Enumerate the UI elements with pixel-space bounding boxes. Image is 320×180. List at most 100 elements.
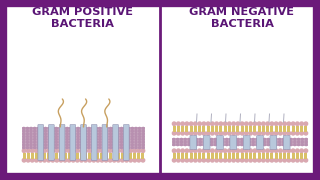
Circle shape <box>129 159 132 162</box>
Circle shape <box>66 144 68 146</box>
Circle shape <box>117 133 119 135</box>
Circle shape <box>113 144 115 146</box>
Circle shape <box>184 144 186 146</box>
Circle shape <box>95 138 97 140</box>
Circle shape <box>48 130 50 132</box>
Circle shape <box>35 149 38 152</box>
Circle shape <box>253 159 257 162</box>
Bar <box>279 152 282 156</box>
Circle shape <box>133 149 137 152</box>
Circle shape <box>92 149 95 152</box>
Bar <box>189 152 193 156</box>
Circle shape <box>34 136 36 138</box>
Circle shape <box>142 127 144 129</box>
Bar <box>300 156 303 159</box>
Bar <box>23 156 26 159</box>
Circle shape <box>173 141 175 143</box>
Circle shape <box>47 149 51 152</box>
Bar <box>262 125 265 129</box>
Circle shape <box>44 141 46 143</box>
Bar <box>287 152 291 156</box>
Circle shape <box>44 138 46 140</box>
Circle shape <box>206 159 210 162</box>
Circle shape <box>266 149 269 152</box>
Circle shape <box>180 141 182 143</box>
Circle shape <box>23 141 25 143</box>
Bar <box>228 156 231 159</box>
Circle shape <box>74 127 76 129</box>
Circle shape <box>266 122 269 125</box>
Circle shape <box>305 141 307 143</box>
Circle shape <box>106 133 108 135</box>
Circle shape <box>233 138 235 140</box>
Circle shape <box>304 159 308 162</box>
Circle shape <box>55 147 57 148</box>
Circle shape <box>66 136 68 138</box>
Circle shape <box>84 130 86 132</box>
Circle shape <box>283 141 284 143</box>
Bar <box>129 152 132 156</box>
Bar <box>279 125 282 129</box>
Circle shape <box>63 147 65 148</box>
Bar <box>258 129 261 132</box>
Circle shape <box>173 144 175 146</box>
Bar <box>245 156 248 159</box>
Bar <box>141 152 144 156</box>
Circle shape <box>274 149 278 152</box>
Circle shape <box>113 127 115 129</box>
Circle shape <box>177 132 180 135</box>
Circle shape <box>249 141 250 143</box>
Bar <box>172 125 176 129</box>
Circle shape <box>121 130 123 132</box>
Circle shape <box>113 130 115 132</box>
Bar <box>241 129 244 132</box>
Bar <box>304 125 308 129</box>
Bar <box>211 125 214 129</box>
Circle shape <box>211 132 214 135</box>
Circle shape <box>296 122 299 125</box>
Circle shape <box>177 141 179 143</box>
Circle shape <box>228 149 231 152</box>
FancyBboxPatch shape <box>124 125 129 160</box>
Circle shape <box>44 133 46 135</box>
Circle shape <box>124 133 126 135</box>
Bar <box>304 129 308 132</box>
Bar <box>296 152 299 156</box>
Circle shape <box>268 144 269 146</box>
Circle shape <box>23 147 25 148</box>
Bar <box>270 125 273 129</box>
Circle shape <box>262 149 265 152</box>
Bar <box>51 156 54 159</box>
Circle shape <box>300 122 303 125</box>
Circle shape <box>108 149 112 152</box>
Bar <box>117 156 120 159</box>
Circle shape <box>70 144 72 146</box>
Circle shape <box>116 159 120 162</box>
Circle shape <box>252 141 254 143</box>
Circle shape <box>226 141 228 143</box>
Bar <box>241 156 244 159</box>
Circle shape <box>184 138 186 140</box>
Circle shape <box>76 149 79 152</box>
Circle shape <box>232 149 236 152</box>
Circle shape <box>88 133 90 135</box>
Circle shape <box>305 138 307 140</box>
Bar <box>207 125 210 129</box>
Circle shape <box>236 159 240 162</box>
Circle shape <box>55 130 57 132</box>
Bar <box>198 156 201 159</box>
Bar <box>287 129 291 132</box>
Circle shape <box>52 138 54 140</box>
Circle shape <box>296 132 299 135</box>
Circle shape <box>41 136 43 138</box>
Circle shape <box>128 141 130 143</box>
Circle shape <box>177 122 180 125</box>
Bar <box>275 152 278 156</box>
Circle shape <box>132 130 133 132</box>
Bar <box>198 125 201 129</box>
Circle shape <box>253 122 257 125</box>
Bar <box>283 152 286 156</box>
Circle shape <box>219 149 223 152</box>
Circle shape <box>102 144 104 146</box>
Circle shape <box>77 141 79 143</box>
